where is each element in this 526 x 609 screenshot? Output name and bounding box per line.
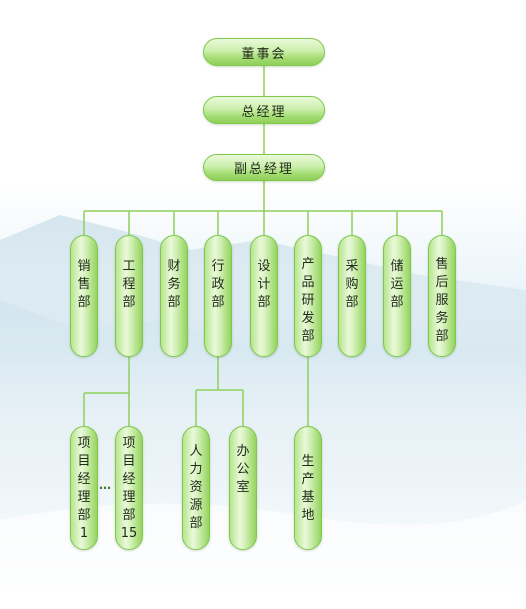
dept-finance: 财 务 部 [160, 235, 188, 357]
subdept-office-label: 办 公 室 [236, 444, 250, 495]
node-deputy-general-manager-label: 副总经理 [233, 162, 294, 177]
dept-engineering: 工 程 部 [115, 235, 143, 357]
node-general-manager: 总经理 [203, 96, 325, 124]
dept-engineering-label: 工 程 部 [122, 259, 136, 310]
dept-design: 设 计 部 [250, 235, 278, 357]
dept-administration-label: 行 政 部 [211, 259, 225, 310]
subdept-project-manager-1-label: 项 目 经 理 部 1 [77, 436, 91, 541]
node-chairman: 董事会 [203, 38, 325, 66]
subdept-human-resources: 人 力 资 源 部 [182, 426, 210, 550]
subdept-production-base-label: 生 产 基 地 [301, 454, 315, 523]
subdept-project-manager-1: 项 目 经 理 部 1 [70, 426, 98, 550]
dept-administration: 行 政 部 [204, 235, 232, 357]
dept-product-rd: 产 品 研 发 部 [294, 235, 322, 357]
ellipsis-indicator: … [99, 478, 112, 492]
dept-product-rd-label: 产 品 研 发 部 [301, 257, 315, 344]
dept-sales-label: 销 售 部 [77, 259, 91, 310]
subdept-project-manager-15-label: 项 目 经 理 部 15 [120, 436, 138, 541]
subdept-human-resources-label: 人 力 资 源 部 [189, 444, 203, 531]
dept-logistics: 储 运 部 [383, 235, 411, 357]
dept-design-label: 设 计 部 [257, 259, 271, 310]
dept-purchasing: 采 购 部 [338, 235, 366, 357]
dept-after-sales: 售 后 服 务 部 [428, 235, 456, 357]
node-chairman-label: 董事会 [241, 46, 287, 62]
dept-after-sales-label: 售 后 服 务 部 [435, 257, 449, 344]
node-deputy-general-manager: 副总经理 [203, 154, 325, 181]
subdept-project-manager-15: 项 目 经 理 部 15 [115, 426, 143, 550]
dept-purchasing-label: 采 购 部 [345, 259, 359, 310]
subdept-office: 办 公 室 [229, 426, 257, 550]
dept-finance-label: 财 务 部 [167, 259, 181, 310]
dept-sales: 销 售 部 [70, 235, 98, 357]
dept-logistics-label: 储 运 部 [390, 259, 404, 310]
subdept-production-base: 生 产 基 地 [294, 426, 322, 550]
node-general-manager-label: 总经理 [241, 104, 287, 120]
